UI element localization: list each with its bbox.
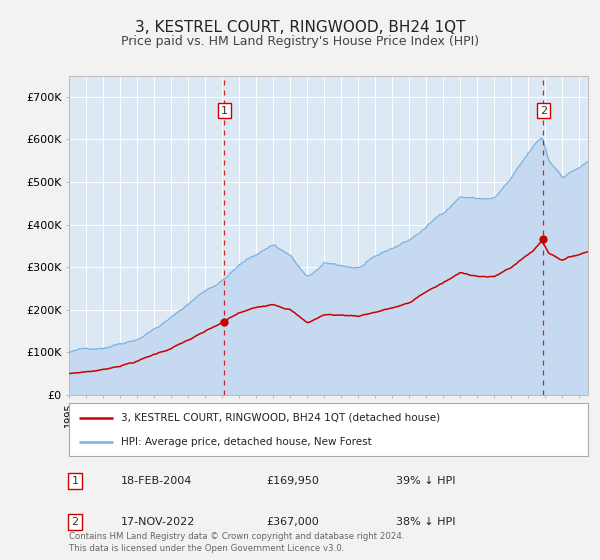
Text: 1: 1 bbox=[71, 476, 79, 486]
Text: Contains HM Land Registry data © Crown copyright and database right 2024.
This d: Contains HM Land Registry data © Crown c… bbox=[69, 533, 404, 553]
Text: 18-FEB-2004: 18-FEB-2004 bbox=[121, 476, 192, 486]
Text: 1: 1 bbox=[221, 106, 228, 116]
Text: 38% ↓ HPI: 38% ↓ HPI bbox=[396, 517, 455, 527]
Text: 3, KESTREL COURT, RINGWOOD, BH24 1QT (detached house): 3, KESTREL COURT, RINGWOOD, BH24 1QT (de… bbox=[121, 413, 440, 423]
Text: 3, KESTREL COURT, RINGWOOD, BH24 1QT: 3, KESTREL COURT, RINGWOOD, BH24 1QT bbox=[135, 20, 465, 35]
Text: £367,000: £367,000 bbox=[266, 517, 319, 527]
Text: 17-NOV-2022: 17-NOV-2022 bbox=[121, 517, 195, 527]
Text: 2: 2 bbox=[540, 106, 547, 116]
Text: HPI: Average price, detached house, New Forest: HPI: Average price, detached house, New … bbox=[121, 437, 371, 447]
Text: Price paid vs. HM Land Registry's House Price Index (HPI): Price paid vs. HM Land Registry's House … bbox=[121, 35, 479, 48]
Text: 2: 2 bbox=[71, 517, 79, 527]
Text: £169,950: £169,950 bbox=[266, 476, 319, 486]
Text: 39% ↓ HPI: 39% ↓ HPI bbox=[396, 476, 455, 486]
